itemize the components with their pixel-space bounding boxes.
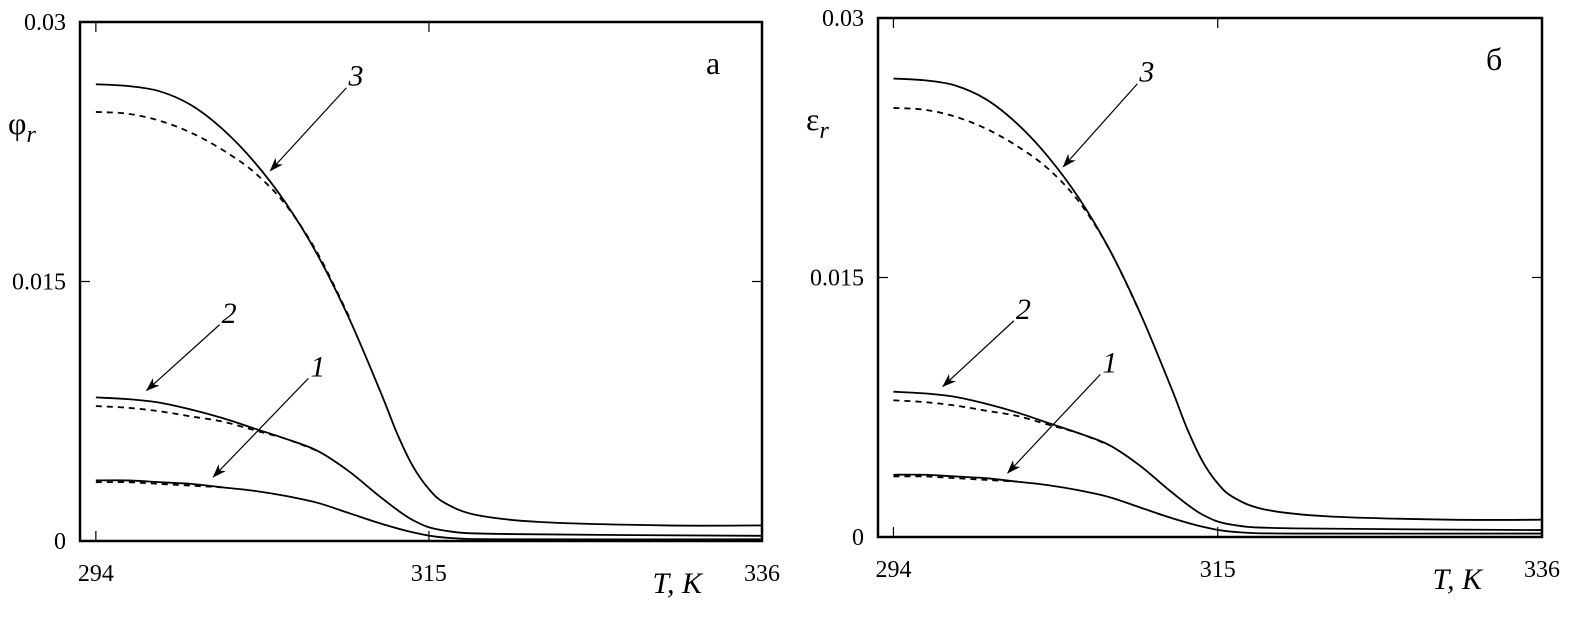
arrow-curve-3 [269, 87, 347, 172]
curve-1-solid [893, 473, 1543, 535]
y-axis-label: εr [806, 101, 829, 144]
panel-label: б [1486, 41, 1502, 77]
y-axis-symbol: ε [806, 101, 819, 137]
curve-label-1: 1 [310, 350, 325, 383]
curve-2-dashed [893, 399, 1110, 447]
panel-a: 294 315 336 0 0.015 0.03 T, K φr а 3 2 1 [8, 10, 780, 600]
x-tick-label: 315 [1200, 557, 1236, 583]
x-tick-label: 336 [744, 561, 780, 587]
curve-label-1: 1 [1102, 346, 1117, 379]
curve-label-3: 3 [1138, 56, 1154, 89]
arrow-curve-2 [145, 324, 220, 392]
plot-frame [876, 16, 1544, 539]
y-tick-label: 0.03 [822, 6, 864, 32]
y-axis-subscript: r [819, 118, 829, 144]
y-tick-label: 0.03 [24, 10, 66, 36]
x-tick-label: 315 [411, 561, 447, 587]
curve-2-dashed [95, 405, 319, 452]
y-tick-label: 0.015 [12, 270, 66, 296]
arrow-curve-1 [1007, 373, 1101, 474]
curve-1-solid [95, 479, 763, 541]
y-tick-label: 0.015 [810, 266, 864, 292]
curve-3-dashed [893, 107, 1142, 315]
curve-2-solid [95, 396, 763, 537]
y-axis-subscript: r [26, 122, 36, 148]
curve-label-2: 2 [1016, 293, 1031, 326]
y-axis-label: φr [8, 105, 36, 148]
y-tick-label: 0 [852, 525, 864, 551]
curve-3-dashed [95, 111, 351, 319]
curve-3-solid [95, 83, 763, 527]
x-tick-label: 294 [875, 557, 911, 583]
curve-label-3: 3 [347, 60, 363, 93]
panel-b: 294 315 336 0 0.015 0.03 T, K εr б 3 2 1 [806, 6, 1560, 596]
y-tick-label: 0 [54, 529, 66, 555]
panel-label: а [706, 45, 720, 81]
arrow-curve-1 [212, 377, 309, 478]
curve-label-2: 2 [222, 297, 237, 330]
x-axis-label: T, K [1433, 563, 1484, 596]
arrow-curve-3 [1062, 83, 1138, 168]
arrow-curve-2 [942, 320, 1015, 388]
curve-3-solid [893, 77, 1543, 521]
curve-1-dashed [893, 475, 1018, 483]
y-axis-symbol: φ [8, 105, 26, 141]
x-tick-label: 336 [1524, 557, 1560, 583]
x-tick-label: 294 [78, 561, 114, 587]
curve-2-solid [893, 390, 1543, 531]
x-axis-label: T, K [653, 567, 704, 600]
